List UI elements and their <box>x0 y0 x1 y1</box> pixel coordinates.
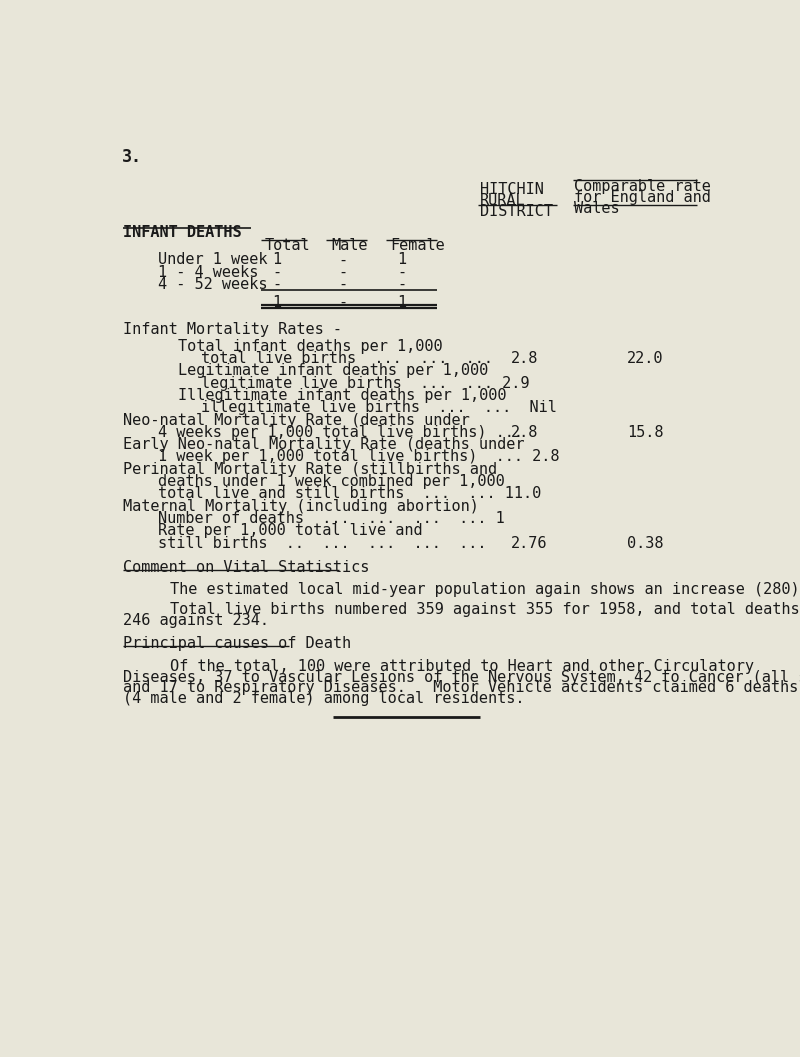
Text: -: - <box>398 264 406 280</box>
Text: 4 - 52 weeks: 4 - 52 weeks <box>158 277 268 292</box>
Text: Rate per 1,000 total live and: Rate per 1,000 total live and <box>158 523 422 538</box>
Text: 1: 1 <box>398 295 406 310</box>
Text: deaths under 1 week combined per 1,000: deaths under 1 week combined per 1,000 <box>158 475 505 489</box>
Text: Perinatal Mortality Rate (stillbirths and: Perinatal Mortality Rate (stillbirths an… <box>123 462 498 477</box>
Text: -: - <box>272 264 281 280</box>
Text: Wales: Wales <box>574 201 620 216</box>
Text: 15.8: 15.8 <box>627 425 663 440</box>
Text: 246 against 234.: 246 against 234. <box>123 613 270 628</box>
Text: (4 male and 2 female) among local residents.: (4 male and 2 female) among local reside… <box>123 691 525 706</box>
Text: 1: 1 <box>398 253 406 267</box>
Text: 0.38: 0.38 <box>627 536 663 551</box>
Text: -: - <box>338 277 348 292</box>
Text: Total live births numbered 359 against 355 for 1958, and total deaths: Total live births numbered 359 against 3… <box>170 601 799 617</box>
Text: DISTRICT: DISTRICT <box>480 204 553 219</box>
Text: Number of deaths  ...  ...  ...  ... 1: Number of deaths ... ... ... ... 1 <box>158 512 505 526</box>
Text: Principal causes of Death: Principal causes of Death <box>123 636 351 651</box>
Text: and 17 to Respiratory Diseases.   Motor Vehicle accidents claimed 6 deaths: and 17 to Respiratory Diseases. Motor Ve… <box>123 681 798 696</box>
Text: Legitimate infant deaths per 1,000: Legitimate infant deaths per 1,000 <box>178 364 488 378</box>
Text: total live births  ...  ...  ...: total live births ... ... ... <box>201 351 493 366</box>
Text: 1 week per 1,000 total live births)  ... 2.8: 1 week per 1,000 total live births) ... … <box>158 449 560 464</box>
Text: for England and: for England and <box>574 190 711 205</box>
Text: -: - <box>338 253 348 267</box>
Text: Total: Total <box>264 238 310 253</box>
Text: 1: 1 <box>272 295 281 310</box>
Text: -: - <box>272 277 281 292</box>
Text: legitimate live births  ...  ... 2.9: legitimate live births ... ... 2.9 <box>201 375 530 390</box>
Text: total live and still births  ...  ... 11.0: total live and still births ... ... 11.0 <box>158 486 542 501</box>
Text: 22.0: 22.0 <box>627 351 663 366</box>
Text: Maternal Mortality (including abortion): Maternal Mortality (including abortion) <box>123 499 479 514</box>
Text: 2.8: 2.8 <box>510 351 538 366</box>
Text: 2.76: 2.76 <box>510 536 547 551</box>
Text: The estimated local mid-year population again shows an increase (280).: The estimated local mid-year population … <box>170 582 800 597</box>
Text: Female: Female <box>390 238 445 253</box>
Text: still births  ..  ...  ...  ...  ...: still births .. ... ... ... ... <box>158 536 486 551</box>
Text: RURAL: RURAL <box>480 193 526 208</box>
Text: -: - <box>338 264 348 280</box>
Text: -: - <box>338 295 348 310</box>
Text: HITCHIN: HITCHIN <box>480 182 544 198</box>
Text: Male: Male <box>331 238 367 253</box>
Text: 3.: 3. <box>122 148 142 166</box>
Text: Diseases, 37 to Vascular Lesions of the Nervous System, 42 to Cancer (all sites): Diseases, 37 to Vascular Lesions of the … <box>123 670 800 685</box>
Text: illegitimate live births  ...  ...  Nil: illegitimate live births ... ... Nil <box>201 401 557 415</box>
Text: Comparable rate: Comparable rate <box>574 180 711 194</box>
Text: Comment on Vital Statistics: Comment on Vital Statistics <box>123 560 370 575</box>
Text: Infant Mortality Rates -: Infant Mortality Rates - <box>123 321 342 336</box>
Text: Of the total, 100 were attributed to Heart and other Circulatory: Of the total, 100 were attributed to Hea… <box>170 659 754 674</box>
Text: Total infant deaths per 1,000: Total infant deaths per 1,000 <box>178 338 442 354</box>
Text: -: - <box>398 277 406 292</box>
Text: Early Neo-natal Mortality Rate (deaths under: Early Neo-natal Mortality Rate (deaths u… <box>123 438 525 452</box>
Text: 2.8: 2.8 <box>510 425 538 440</box>
Text: 4 weeks per 1,000 total live births) ...: 4 weeks per 1,000 total live births) ... <box>158 425 523 440</box>
Text: 1 - 4 weeks: 1 - 4 weeks <box>158 264 258 280</box>
Text: INFANT DEATHS: INFANT DEATHS <box>123 225 242 240</box>
Text: Under 1 week: Under 1 week <box>158 253 268 267</box>
Text: 1: 1 <box>272 253 281 267</box>
Text: Illegitimate infant deaths per 1,000: Illegitimate infant deaths per 1,000 <box>178 388 506 403</box>
Text: Neo-natal Mortality Rate (deaths under: Neo-natal Mortality Rate (deaths under <box>123 412 470 427</box>
